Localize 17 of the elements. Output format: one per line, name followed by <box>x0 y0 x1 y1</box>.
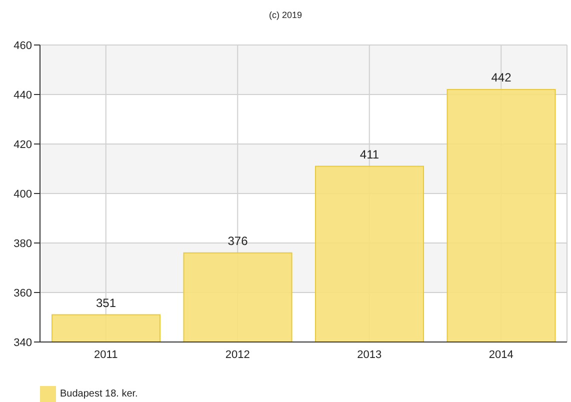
data-label: 442 <box>491 70 512 85</box>
legend-label: Budapest 18. ker. <box>60 388 138 400</box>
x-tick-label: 2014 <box>488 348 514 361</box>
y-tick-label: 460 <box>14 40 32 52</box>
y-tick-label: 440 <box>14 89 32 102</box>
data-label: 376 <box>228 234 248 248</box>
y-tick-label: 340 <box>14 336 32 349</box>
x-tick-label: 2012 <box>225 348 250 361</box>
text: (c) 2019 <box>268 10 304 20</box>
data-label: 411 <box>360 147 380 162</box>
y-tick-label: 360 <box>14 287 32 300</box>
data-label: 351 <box>96 296 116 310</box>
x-tick-label: 2013 <box>357 348 382 361</box>
x-tick-label: 2011 <box>94 348 118 361</box>
y-tick-label: 420 <box>14 138 32 151</box>
y-tick-label: 400 <box>14 188 32 200</box>
y-tick-label: 380 <box>14 238 32 250</box>
